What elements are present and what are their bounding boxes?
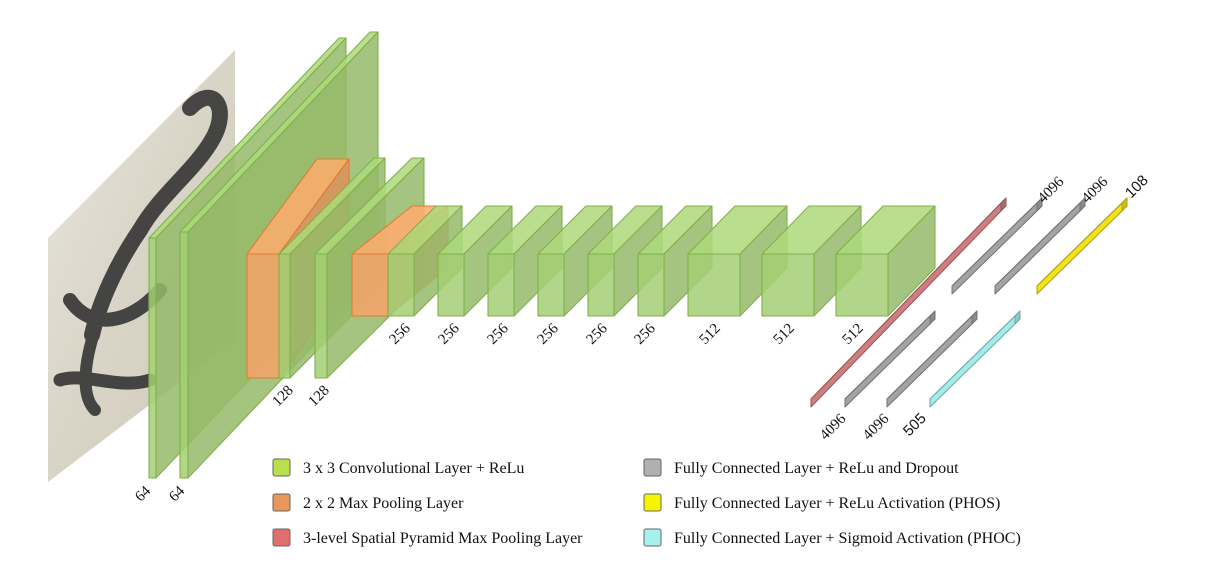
conv-block-256-4-front [537,253,565,317]
legend-label-pool: 2 x 2 Max Pooling Layer [303,495,464,512]
phoc-bar-end [1014,310,1021,325]
fc-label-bottom1: 4096 [817,411,850,444]
layer-label-conv2: 64 [166,483,188,505]
legend-swatch-spp [272,528,291,547]
legend-item-pool: 2 x 2 Max Pooling Layer [272,493,464,512]
legend-item-conv: 3 x 3 Convolutional Layer + ReLu [272,458,524,477]
fc-label-bottom2: 4096 [860,411,893,444]
legend-item-phoc: Fully Connected Layer + Sigmoid Activati… [643,528,1021,547]
fc-bar-bottom-2-front [886,315,973,408]
legend: 3 x 3 Convolutional Layer + ReLu 2 x 2 M… [272,458,1021,547]
phos-bar [1036,197,1128,295]
conv-block-512-2-front [761,253,815,317]
fc-bar-bottom-1-end [929,310,936,325]
layer-label-conv11: 512 [697,321,724,348]
layer-blocks [148,31,936,479]
conv-block-512-3 [835,205,936,317]
fc-bar-top-1-end [1036,197,1043,212]
conv-block-512-3-front [835,253,889,317]
layer-label-conv13: 512 [840,321,867,348]
conv-block-256-2-front [437,253,465,317]
legend-swatch-pool [272,493,291,512]
fc-bar-bottom-1 [844,310,936,408]
conv-block-128-b-front [314,253,328,379]
fc-bar-top-2 [994,197,1086,295]
legend-swatch-phoc [643,528,662,547]
legend-swatch-fc [643,458,662,477]
legend-label-phos: Fully Connected Layer + ReLu Activation … [674,495,1000,512]
conv-block-64-b-front [179,231,189,479]
legend-item-fc: Fully Connected Layer + ReLu and Dropout [643,458,959,477]
layer-label-conv9: 256 [584,320,612,348]
conv-block-256-5-front [587,253,615,317]
pool-block-2-front [351,253,389,317]
fc-label-top3: 108 [1122,172,1152,202]
phos-bar-end [1121,197,1128,212]
layer-label-conv12: 512 [771,321,798,348]
phoc-bar-front [929,315,1016,408]
conv-block-64-a-front [148,237,157,479]
phos-bar-front [1036,202,1123,295]
fc-bar-top-2-end [1079,197,1086,212]
fc-bar-top-1 [951,197,1043,295]
legend-label-phoc: Fully Connected Layer + Sigmoid Activati… [674,530,1021,547]
fc-bars [810,197,1128,408]
legend-label-fc: Fully Connected Layer + ReLu and Dropout [674,460,959,477]
layer-label-conv6: 256 [436,320,464,348]
conv-block-512-1 [687,205,788,317]
conv-block-256-1-front [387,253,415,317]
layer-label-conv10: 256 [632,320,660,348]
layer-label-conv7: 256 [485,320,513,348]
layer-label-conv8: 256 [535,320,563,348]
legend-item-spp: 3-level Spatial Pyramid Max Pooling Laye… [272,528,583,547]
conv-block-512-1-front [687,253,741,317]
fc-label-bottom3: 505 [900,410,930,440]
phoc-bar [929,310,1021,408]
fc-bar-top-2-front [994,202,1081,295]
fc-bar-bottom-2 [886,310,978,408]
legend-label-spp: 3-level Spatial Pyramid Max Pooling Laye… [303,530,583,547]
layer-label-conv4: 128 [306,383,333,410]
conv-block-256-6-front [637,253,665,317]
conv-block-256-3-front [487,253,515,317]
legend-label-conv: 3 x 3 Convolutional Layer + ReLu [303,460,524,477]
spp-bar-end [1000,197,1007,212]
conv-block-256-2 [437,205,513,317]
layer-label-conv5: 256 [387,320,415,348]
spp-bar [810,197,1007,408]
conv-block-128-a-front [278,253,291,379]
pool-block-1-front [246,253,280,379]
layer-label-conv1: 64 [132,483,154,505]
legend-swatch-phos [643,493,662,512]
legend-swatch-conv [272,458,291,477]
legend-item-phos: Fully Connected Layer + ReLu Activation … [643,493,1000,512]
fc-bar-bottom-2-end [971,310,978,325]
